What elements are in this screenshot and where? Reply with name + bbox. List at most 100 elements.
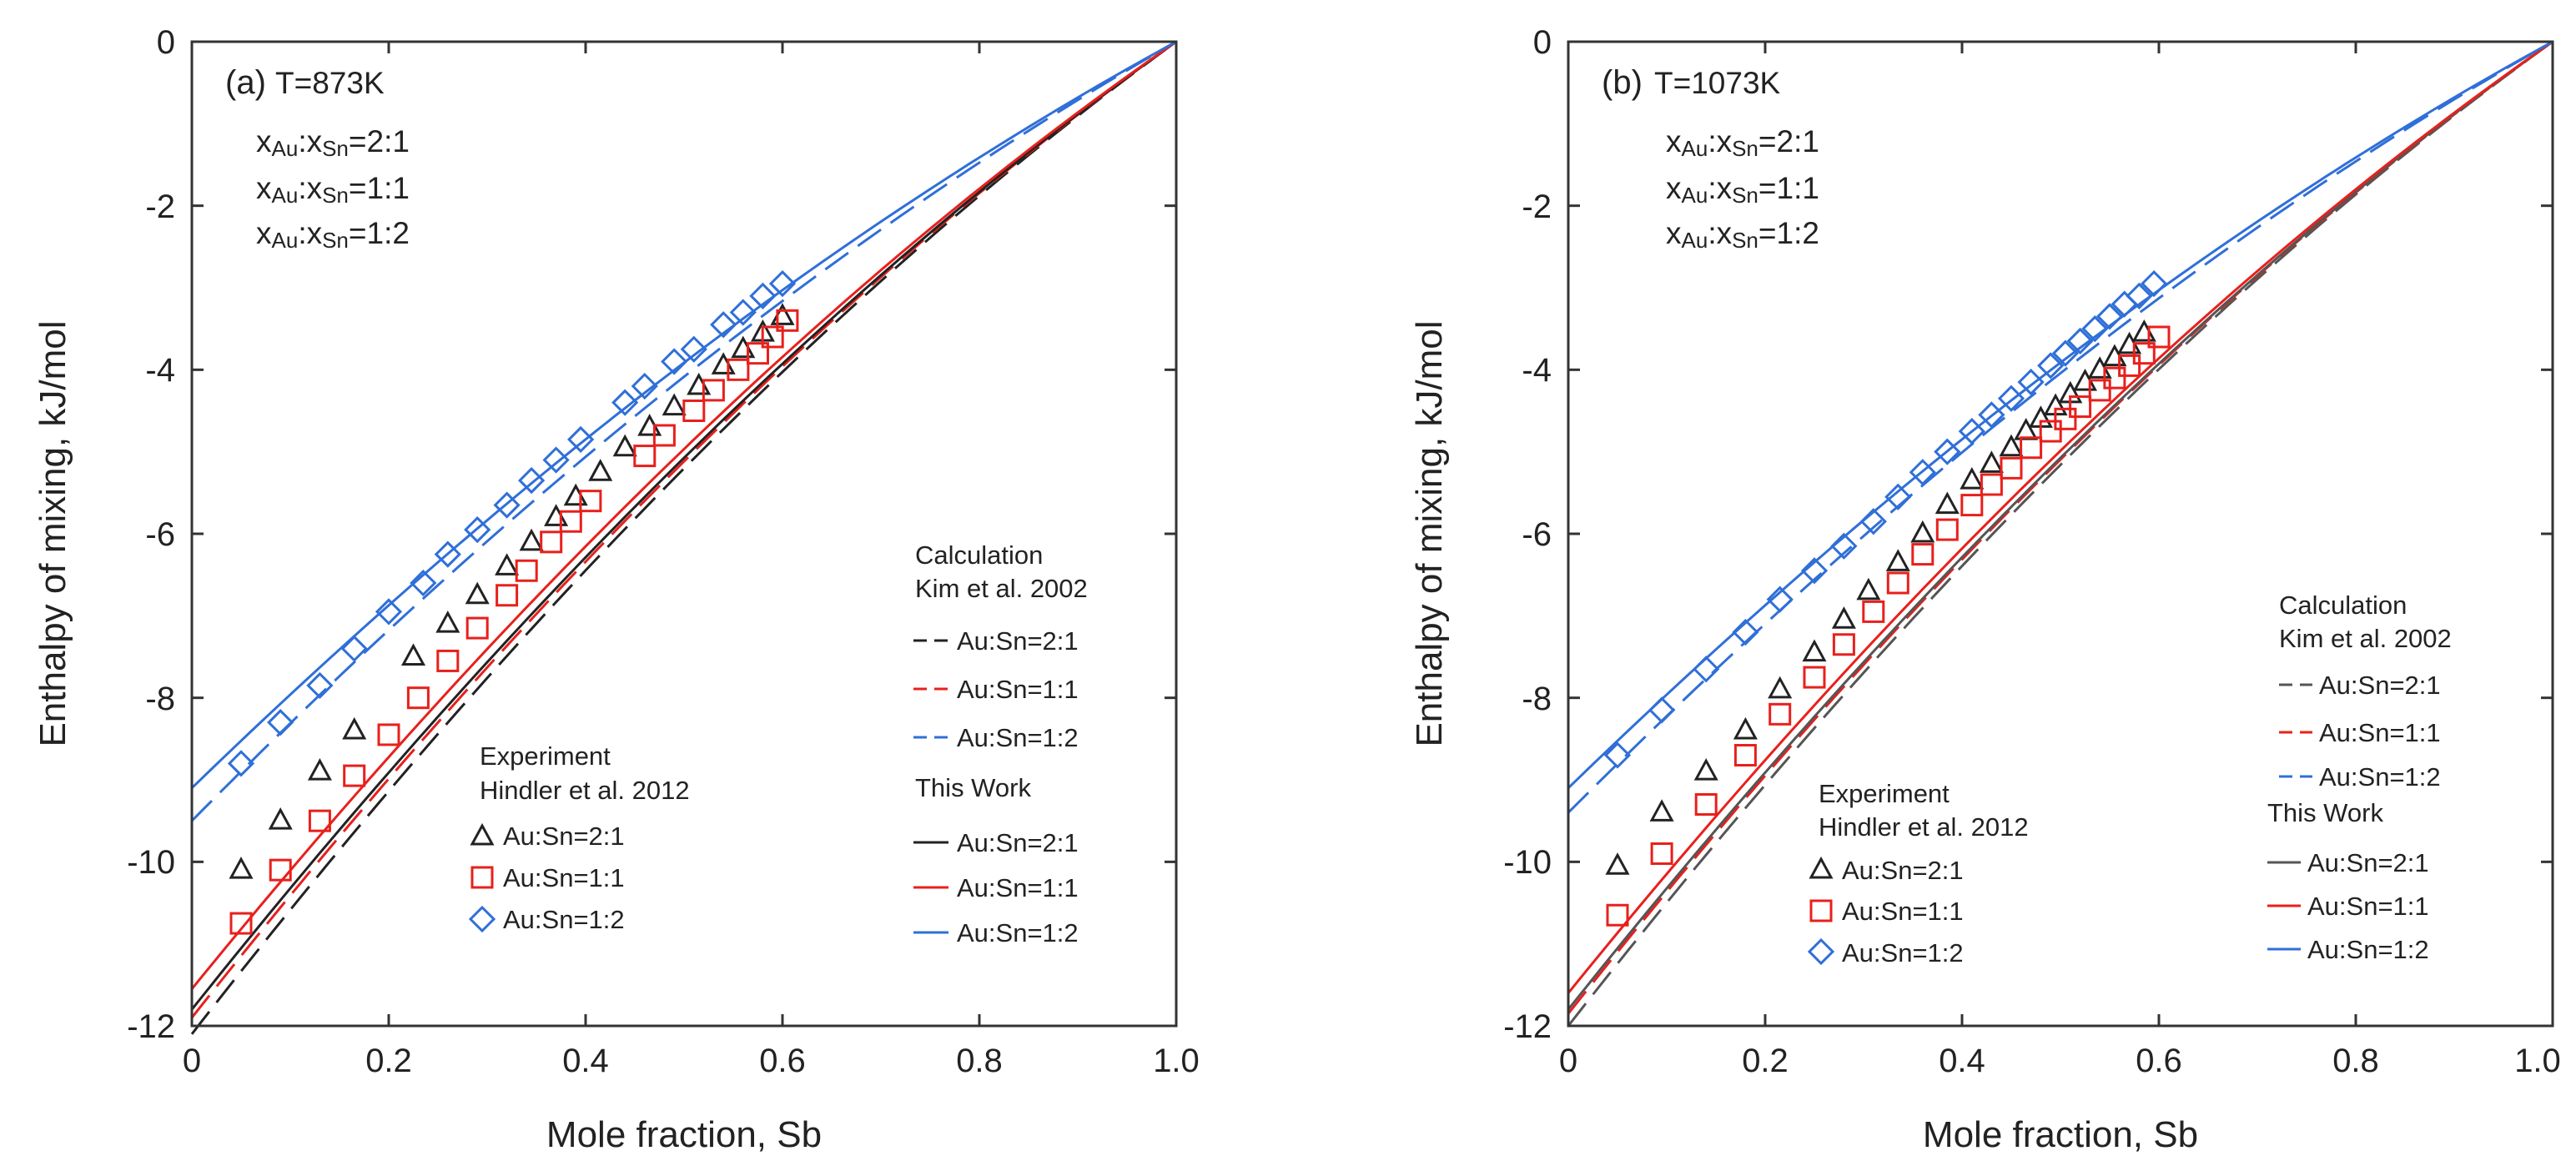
experiment-diamond-point xyxy=(631,372,658,400)
experiment-diamond-point xyxy=(1603,741,1632,769)
experiment-triangle-point xyxy=(1979,450,2004,473)
legend-triangle-marker-icon xyxy=(470,822,495,846)
panel-b-x-tick-label: 1.0 xyxy=(2514,1043,2561,1079)
experiment-diamond-point xyxy=(1800,557,1829,585)
panel-b-composition-2: xAu:xSn=1:1 xyxy=(1666,171,1819,208)
experiment-square-point xyxy=(559,510,582,533)
experiment-square-point xyxy=(1768,702,1792,726)
panel-b-y-tick-label: -8 xyxy=(1522,681,1552,717)
experiment-diamond-point xyxy=(1648,696,1676,724)
experiment-triangle-point xyxy=(307,758,332,781)
experiment-square-point xyxy=(747,342,769,365)
panel-b-label: (b) xyxy=(1602,64,1643,101)
experiment-diamond-point xyxy=(2081,315,2109,343)
experiment-diamond-point xyxy=(1997,384,2025,412)
experiment-square-point xyxy=(633,445,657,468)
legend-diamond-marker-icon xyxy=(1807,937,1835,966)
panel-a-y-tick-label: -2 xyxy=(145,188,175,225)
experiment-square-point xyxy=(496,584,519,607)
experiment-diamond-point xyxy=(710,311,737,339)
panel-a-y-tick-label: -8 xyxy=(145,681,175,717)
experiment-diamond-point xyxy=(517,466,546,495)
this-work-series-line xyxy=(190,40,1177,990)
legend-calc-entry: Au:Sn=2:1 xyxy=(2319,671,2441,700)
kim-series-line xyxy=(1567,40,2553,1027)
experiment-diamond-point xyxy=(729,299,757,326)
experiment-square-point xyxy=(652,424,676,447)
experiment-diamond-point xyxy=(1830,532,1858,560)
panel-a-y-tick-label: -6 xyxy=(145,516,175,553)
panel-b-x-axis-title: Mole fraction, Sb xyxy=(1923,1114,2198,1155)
legend-experiment-entry: Au:Sn=1:1 xyxy=(503,863,625,892)
experiment-triangle-point xyxy=(770,303,795,325)
this-work-series-line xyxy=(1567,40,2553,994)
experiment-square-point xyxy=(1694,793,1718,816)
experiment-triangle-point xyxy=(342,716,367,740)
experiment-square-point xyxy=(2147,325,2171,349)
experiment-diamond-point xyxy=(493,491,521,519)
experiment-square-point xyxy=(1606,903,1629,927)
legend-calc-source: Kim et al. 2002 xyxy=(915,574,1088,603)
experiment-diamond-point xyxy=(1859,508,1887,535)
experiment-triangle-point xyxy=(687,372,712,395)
experiment-diamond-point xyxy=(661,348,688,375)
experiment-diamond-point xyxy=(1958,417,1985,445)
experiment-triangle-point xyxy=(711,352,736,374)
legend-square-marker-icon xyxy=(470,866,494,889)
panel-b-legend-this-work: This Work Au:Sn=2:1 Au:Sn=1:1 Au:Sn=1:2 xyxy=(2267,798,2429,964)
legend-calc-heading: Calculation xyxy=(915,540,1043,570)
panel-b-legend-calc: Calculation Kim et al. 2002 Au:Sn=2:1 Au… xyxy=(2279,591,2452,792)
kim-series-line xyxy=(190,40,1177,1035)
experiment-triangle-point xyxy=(1960,466,1985,490)
experiment-diamond-point xyxy=(566,425,595,454)
panel-a-x-tick-label: 0.8 xyxy=(956,1043,1003,1079)
panel-b-y-tick-label: -12 xyxy=(1503,1008,1552,1045)
legend-calc-entry: Au:Sn=2:1 xyxy=(957,626,1079,656)
experiment-triangle-point xyxy=(563,483,588,506)
experiment-triangle-point xyxy=(1831,606,1856,629)
panel-a-x-tick-label: 0.6 xyxy=(759,1043,806,1079)
panel-b-y-tick-label: 0 xyxy=(1533,24,1552,61)
legend-experiment-source: Hindler et al. 2012 xyxy=(1819,812,2029,842)
legend-square-marker-icon xyxy=(1809,899,1833,922)
experiment-diamond-point xyxy=(434,540,461,568)
panel-a-composition-1: xAu:xSn=2:1 xyxy=(256,124,410,161)
experiment-diamond-point xyxy=(2140,269,2168,298)
experiment-square-point xyxy=(2039,420,2062,443)
experiment-triangle-point xyxy=(612,434,637,457)
experiment-diamond-point xyxy=(340,635,368,662)
experiment-triangle-point xyxy=(1802,639,1827,662)
panel-b-y-axis-title: Enthalpy of mixing, kJ/mol xyxy=(1409,320,1450,746)
experiment-diamond-point xyxy=(1693,656,1720,683)
experiment-square-point xyxy=(761,325,784,349)
experiment-square-point xyxy=(1960,494,1984,517)
experiment-square-point xyxy=(2000,456,2023,480)
legend-calc-source: Kim et al. 2002 xyxy=(2279,624,2452,653)
experiment-diamond-point xyxy=(1766,586,1794,613)
experiment-diamond-point xyxy=(2096,303,2124,330)
experiment-square-point xyxy=(436,649,460,672)
experiment-diamond-point xyxy=(410,569,437,597)
legend-this-work-entry: Au:Sn=2:1 xyxy=(2307,848,2429,877)
panel-b-composition-3: xAu:xSn=1:2 xyxy=(1666,216,1819,253)
legend-calc-heading: Calculation xyxy=(2279,591,2407,620)
panel-b: 0 -2 -4 -6 -8 -10 -12 0 0.2 0.4 0.6 0.8 … xyxy=(1409,24,2561,1155)
experiment-square-point xyxy=(1832,633,1855,656)
panel-a-x-tick-label: 0 xyxy=(183,1043,201,1079)
panel-a-composition-3: xAu:xSn=1:2 xyxy=(256,216,410,253)
experiment-triangle-point xyxy=(1693,758,1718,781)
experiment-triangle-point xyxy=(662,393,687,416)
legend-experiment-heading: Experiment xyxy=(1819,779,1950,808)
experiment-square-point xyxy=(1803,666,1826,689)
experiment-triangle-point xyxy=(1605,852,1630,875)
experiment-diamond-point xyxy=(464,515,491,544)
experiment-square-point xyxy=(229,912,253,935)
experiment-square-point xyxy=(1911,543,1935,566)
legend-calc-entry: Au:Sn=1:1 xyxy=(957,675,1079,704)
experiment-triangle-point xyxy=(229,857,254,879)
panel-a-y-axis-title: Enthalpy of mixing, kJ/mol xyxy=(33,320,73,746)
legend-experiment-entry: Au:Sn=2:1 xyxy=(503,822,625,851)
experiment-diamond-point xyxy=(680,335,707,363)
experiment-diamond-point xyxy=(2037,352,2065,379)
experiment-square-point xyxy=(343,764,366,787)
